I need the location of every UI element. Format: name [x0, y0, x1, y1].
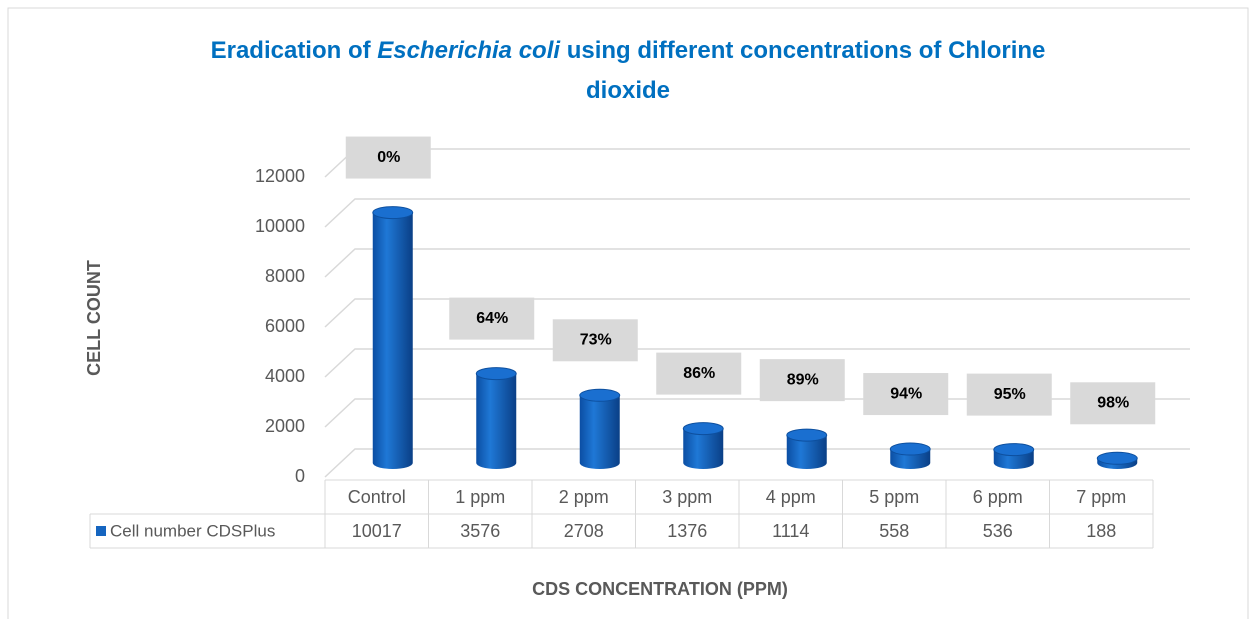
table-value: 536 — [983, 521, 1013, 541]
bar-top — [475, 367, 517, 381]
table-value: 188 — [1086, 521, 1116, 541]
y-tick-label: 6000 — [265, 316, 305, 336]
annotation-label: 86% — [683, 365, 715, 382]
annotation-box — [863, 373, 949, 416]
bar-top — [682, 422, 724, 436]
y-tick-label: 8000 — [265, 266, 305, 286]
chart-frame — [7, 7, 1249, 624]
annotation-label: 95% — [994, 386, 1026, 403]
y-tick-label: 0 — [295, 466, 305, 486]
y-axis-label: CELL COUNT — [84, 260, 104, 376]
chart-title: Eradication of Escherichia coli using di… — [211, 37, 1046, 64]
bar — [889, 442, 931, 470]
x-tick-label: Control — [348, 487, 406, 507]
bar-top — [993, 443, 1035, 457]
annotation-label: 98% — [1097, 395, 1129, 412]
bar — [475, 367, 517, 470]
x-tick-label: 3 ppm — [662, 487, 712, 507]
annotation-label: 89% — [787, 371, 819, 388]
bar-body — [372, 212, 413, 470]
annotation-box — [345, 136, 431, 179]
y-tick-label: 12000 — [255, 166, 305, 186]
annotation-label: 94% — [890, 385, 922, 402]
y-tick-label: 10000 — [255, 216, 305, 236]
grid-line — [324, 448, 1190, 478]
title-segment: dioxide — [586, 77, 670, 104]
annotation-box — [552, 319, 638, 362]
bar-top — [1096, 451, 1138, 465]
title-segment: using different concentrations of Chlori… — [560, 37, 1045, 64]
table-value: 1376 — [667, 521, 707, 541]
annotation-label: 73% — [580, 332, 612, 349]
bar — [1096, 451, 1138, 470]
chart-title: dioxide — [586, 77, 670, 104]
legend-swatch — [96, 526, 106, 536]
bar — [579, 388, 621, 470]
x-tick-label: 7 ppm — [1076, 487, 1126, 507]
annotation-box — [449, 297, 535, 340]
bar — [993, 443, 1035, 470]
table-value: 2708 — [564, 521, 604, 541]
x-tick-label: 2 ppm — [559, 487, 609, 507]
annotation-box — [1070, 382, 1156, 425]
x-tick-label: 4 ppm — [766, 487, 816, 507]
table-value: 3576 — [460, 521, 500, 541]
grid-line — [324, 348, 1190, 378]
bar-top — [372, 206, 414, 220]
title-segment: Eradication of — [211, 37, 378, 64]
bar — [372, 206, 414, 470]
bar-top — [786, 428, 828, 442]
bar — [786, 428, 828, 470]
legend-label: Cell number CDSPlus — [110, 521, 275, 540]
grid-line — [324, 398, 1190, 428]
x-tick-label: 1 ppm — [455, 487, 505, 507]
x-tick-label: 6 ppm — [973, 487, 1023, 507]
title-segment: Escherichia coli — [377, 37, 561, 64]
bar-body — [579, 395, 620, 470]
grid-line — [324, 198, 1190, 228]
table-value: 10017 — [352, 521, 402, 541]
x-axis-label: CDS CONCENTRATION (PPM) — [532, 579, 788, 599]
grid-line — [324, 148, 1190, 178]
y-tick-label: 2000 — [265, 416, 305, 436]
annotation-box — [759, 359, 845, 402]
bar-body — [476, 373, 517, 470]
grid-line — [324, 298, 1190, 328]
table-value: 558 — [879, 521, 909, 541]
annotation-box — [966, 373, 1052, 416]
annotation-label: 64% — [476, 310, 508, 327]
bar-body — [683, 428, 724, 470]
table-value: 1114 — [772, 521, 809, 541]
x-tick-label: 5 ppm — [869, 487, 919, 507]
annotation-box — [656, 352, 742, 395]
annotation-label: 0% — [377, 149, 400, 166]
grid-line — [324, 248, 1190, 278]
y-tick-label: 4000 — [265, 366, 305, 386]
bar-top — [889, 442, 931, 456]
bar-body — [786, 435, 827, 470]
bar — [682, 422, 724, 470]
bar-top — [579, 388, 621, 402]
